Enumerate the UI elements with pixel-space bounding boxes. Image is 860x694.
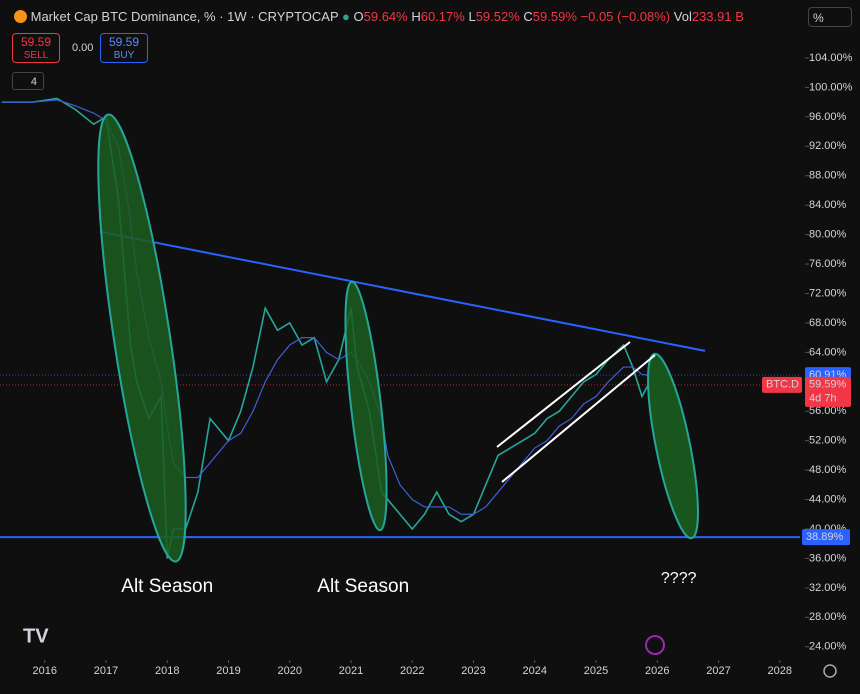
sell-label: SELL [23,50,49,61]
highlight-ellipse [344,280,388,532]
trendline [99,230,706,352]
logo: TV [23,625,49,647]
y-tick-label: 80.00% [809,229,847,241]
price-tag-label: 59.59% [809,379,847,391]
x-tick-label: 2021 [339,665,363,677]
ohlc-key: O [353,9,364,24]
buy-label: BUY [113,50,135,61]
price-tag [805,376,851,407]
x-tick-label: 2028 [768,665,792,677]
price-tag-countdown: 4d 7h [809,393,837,405]
y-tick-label: 88.00% [809,170,847,182]
vol: 233.91 B [691,9,744,24]
y-tick-label: 32.00% [809,582,847,594]
sell-price: 59.59 [20,35,52,49]
y-tick-label: 84.00% [809,199,847,211]
icon [645,635,665,655]
x-tick-label: 2023 [461,665,485,677]
scale-button[interactable]: % [808,7,852,27]
y-tick-label: 56.00% [809,405,847,417]
x-tick-label: 2018 [155,665,179,677]
price-axis [805,30,860,670]
y-tick-label: 52.00% [809,435,847,447]
annotation: ???? [661,570,697,587]
sell-button[interactable]: 59.59 SELL [12,33,60,63]
x-tick-label: 2016 [32,665,56,677]
channel-line [501,354,656,483]
x-tick-label: 2020 [277,665,301,677]
ohlc-value: 59.64% [363,9,408,24]
symbol-tag [762,376,802,393]
x-tick-label: 2017 [94,665,118,677]
y-tick-label: 100.00% [809,81,853,93]
settings-icon[interactable] [823,664,837,678]
x-tick-label: 2024 [523,665,547,677]
support-tag [802,529,850,546]
ohlc-value: 59.52% [475,9,520,24]
status-dot: ● [342,9,350,24]
y-tick-label: 44.00% [809,493,847,505]
header: Market Cap BTC Dominance, % · 1W · CRYPT… [14,9,744,24]
spread: 0.00 [72,42,94,54]
y-tick-label: 64.00% [809,346,847,358]
ohlc-key: L [468,9,476,24]
y-tick-label: 92.00% [809,140,847,152]
ohlc-value: 60.17% [420,9,465,24]
ohlc-key: H [411,9,421,24]
buy-button[interactable]: 59.59 BUY [100,33,148,63]
buy-price: 59.59 [108,35,140,49]
channel-line [496,341,631,448]
change: −0.05 (−0.08%) [580,9,671,24]
y-tick-label: 72.00% [809,287,847,299]
x-tick-label: 2027 [706,665,730,677]
y-tick-label: 76.00% [809,258,847,270]
overlay: 24.00%28.00%32.00%36.00%40.00%44.00%48.0… [32,52,852,677]
support-label: 38.89% [806,531,844,543]
highlight-ellipse [97,113,187,563]
x-tick-label: 2019 [216,665,240,677]
y-tick-label: 68.00% [809,317,847,329]
vol-label: Vol [673,9,692,24]
annotation: Alt Season [317,576,409,597]
btc-icon [14,10,27,23]
ohlc-key: C [523,9,533,24]
y-tick-label: 104.00% [809,52,853,64]
indicators-toggle[interactable]: 4 [12,72,44,90]
y-tick-label: 28.00% [809,611,847,623]
x-tick-label: 2022 [400,665,424,677]
annotation: Alt Season [121,576,213,597]
y-tick-label: 36.00% [809,552,847,564]
x-tick-label: 2025 [584,665,608,677]
symbol-tag-label: BTC.D [766,379,799,391]
y-tick-label: 96.00% [809,111,847,123]
y-tick-label: 48.00% [809,464,847,476]
title: Market Cap BTC Dominance, % · 1W · CRYPT… [30,9,339,24]
ohlc-value: 59.59% [532,9,577,24]
x-tick-label: 2026 [645,665,669,677]
y-tick-label: 24.00% [809,641,847,653]
highlight-ellipse [647,352,699,540]
